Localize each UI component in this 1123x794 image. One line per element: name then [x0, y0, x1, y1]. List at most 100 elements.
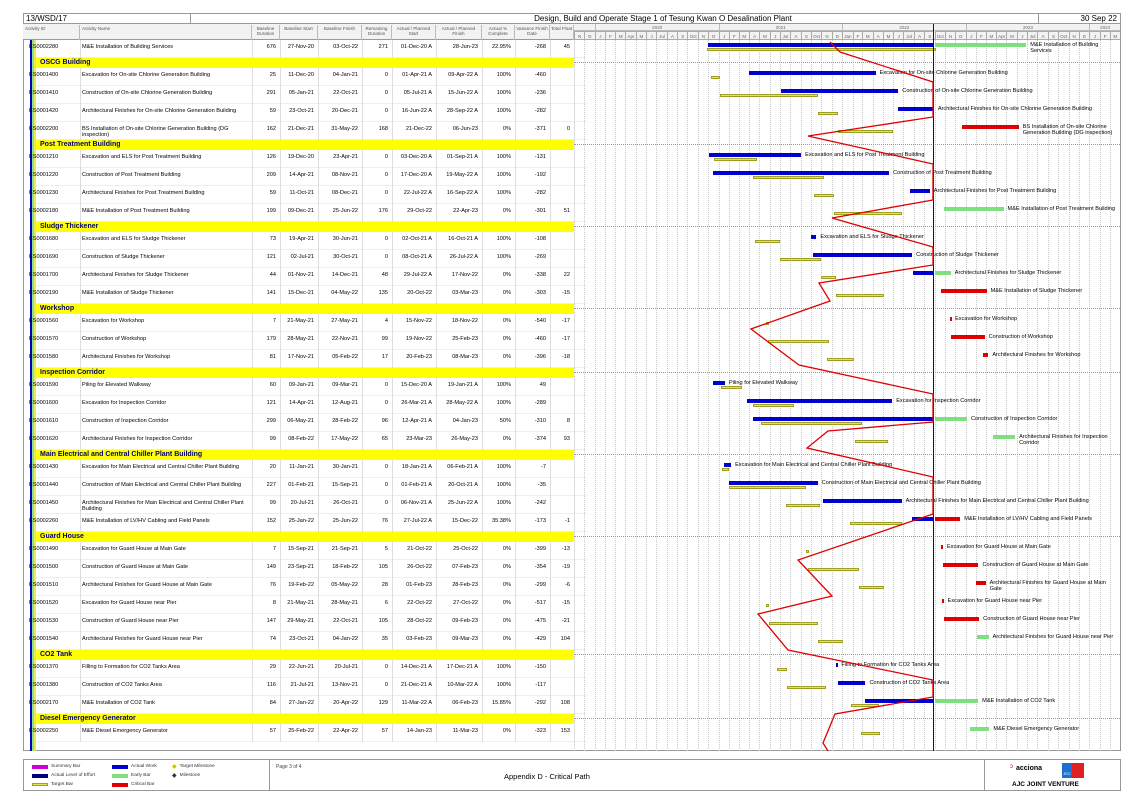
table-row[interactable]: ES0001380 Construction of CO2 Tanks Area 1…: [29, 678, 587, 696]
table-row[interactable]: ES0001570 Construction of Workshop 179 28-M…: [29, 332, 587, 350]
cell-bl-dur: 179: [266, 336, 276, 342]
cell-bl-dur: 149: [266, 564, 276, 570]
column-divider: [482, 560, 483, 578]
table-row[interactable]: ES0001700 Architectural Finishes for Slud…: [29, 268, 587, 286]
column-header-finish[interactable]: Actual / Planned Finish: [436, 25, 482, 40]
cell-rem-dur: 0: [384, 464, 388, 470]
project-code: 13/WSD/17: [26, 14, 67, 23]
table-row[interactable]: ES0001450 Architectural Finishes for Main…: [29, 496, 587, 514]
table-row[interactable]: ES0001400 Excavation for On-site Chlorine…: [29, 68, 587, 86]
cell-rem-dur: 99: [381, 336, 388, 342]
table-row[interactable]: ES0001540 Architectural Finishes for Guar…: [29, 632, 587, 650]
table-row[interactable]: ES0001620 Architectural Finishes for Insp…: [29, 432, 587, 450]
table-row[interactable]: ES0001520 Excavation for Guard House near…: [29, 596, 587, 614]
table-row[interactable]: ES0001590 Piling for Elevated Walkway 60 09…: [29, 378, 587, 396]
column-divider: [392, 268, 393, 286]
column-divider: [574, 204, 575, 222]
actual-work-swatch: [112, 764, 128, 769]
column-header-start[interactable]: Actual / Planned Start: [392, 25, 436, 40]
cell-name: Piling for Elevated Walkway: [82, 382, 151, 388]
cell-rem-dur: 0: [384, 236, 388, 242]
column-header-pct[interactable]: Actual % Complete: [482, 25, 515, 40]
column-divider: [252, 268, 253, 286]
cell-bl-dur: 141: [266, 290, 276, 296]
column-header-rem-dur[interactable]: Remaining Duration: [362, 25, 392, 40]
column-header-name[interactable]: Activity Name: [80, 25, 252, 40]
cell-finish: 06-Feb-21 A: [447, 464, 478, 470]
column-header-bl-dur[interactable]: Baseline Duration: [252, 25, 280, 40]
column-divider: [362, 232, 363, 250]
column-divider: [392, 314, 393, 332]
table-row[interactable]: ES0001690 Construction of Sludge Thickene…: [29, 250, 587, 268]
cell-finish: 17-Dec-21 A: [446, 664, 478, 670]
cell-id: ES0001540: [29, 636, 59, 642]
table-row[interactable]: ES0001370 Filling to Formation for CO2 Ta…: [29, 660, 587, 678]
table-row[interactable]: ES0002250 M&E Diesel Emergency Generator 5…: [29, 724, 587, 742]
column-divider: [362, 286, 363, 304]
year-label: 2021: [718, 24, 843, 31]
table-row[interactable]: ES0001580 Architectural Finishes for Work…: [29, 350, 587, 368]
cell-pct: 0%: [502, 582, 511, 588]
table-row[interactable]: ES0001220 Construction of Post Treatment …: [29, 168, 587, 186]
column-divider: [80, 286, 81, 304]
table-row[interactable]: ES0002170 M&E Installation of CO2 Tank 84 2…: [29, 696, 587, 714]
table-row[interactable]: ES0001610 Construction of Inspection Corr…: [29, 414, 587, 432]
table-row[interactable]: ES0001410 Construction of On-site Chlorin…: [29, 86, 587, 104]
column-divider: [515, 578, 516, 596]
table-row[interactable]: ES0002260 M&E Installation of LV/HV Cabli…: [29, 514, 587, 532]
cell-bl-start: 08-Feb-22: [288, 436, 314, 442]
column-divider: [80, 168, 81, 186]
table-row[interactable]: ES0001210 Excavation and ELS for Post Tre…: [29, 150, 587, 168]
cell-bl-dur: 73: [269, 236, 276, 242]
column-header-bl-finish[interactable]: Baseline Finish: [318, 25, 362, 40]
table-row[interactable]: ES0001430 Excavation for Main Electrical …: [29, 460, 587, 478]
column-header-bl-start[interactable]: Baseline Start: [280, 25, 318, 40]
table-row[interactable]: ES0001510 Architectural Finishes for Guar…: [29, 578, 587, 596]
cell-name: Construction of Inspection Corridor: [82, 418, 169, 424]
cell-bl-dur: 99: [269, 500, 276, 506]
cell-id: ES0001580: [29, 354, 59, 360]
column-divider: [280, 350, 281, 368]
table-row[interactable]: ES0002180 M&E Installation of Post Treatm…: [29, 204, 587, 222]
column-divider: [436, 678, 437, 696]
column-header-tf[interactable]: Total Float: [550, 25, 574, 40]
column-divider: [482, 186, 483, 204]
cell-bl-dur: 227: [266, 482, 276, 488]
column-divider: [318, 614, 319, 632]
table-row[interactable]: ES0001680 Excavation and ELS for Sludge T…: [29, 232, 587, 250]
column-divider: [436, 542, 437, 560]
cell-var: -7: [541, 464, 546, 470]
month-label: Apr: [996, 31, 1007, 40]
cell-bl-start: 11-Jan-21: [289, 464, 314, 470]
cell-finish: 26-Jul-22 A: [449, 254, 478, 260]
table-row[interactable]: ES0001530 Construction of Guard House nea…: [29, 614, 587, 632]
column-divider: [362, 496, 363, 514]
column-header-id[interactable]: Activity ID: [23, 25, 80, 40]
table-row[interactable]: ES0001230 Architectural Finishes for Post…: [29, 186, 587, 204]
column-divider: [436, 378, 437, 396]
column-divider: [482, 596, 483, 614]
table-row[interactable]: ES0001600 Excavation for Inspection Corri…: [29, 396, 587, 414]
column-header-var[interactable]: Variance Finish Date: [515, 25, 550, 40]
column-divider: [392, 122, 393, 140]
column-divider: [318, 68, 319, 86]
cell-start: 18-Jan-21 A: [401, 464, 432, 470]
cell-start: 20-Oct-22: [407, 290, 432, 296]
table-row[interactable]: ES0001560 Excavation for Workshop 7 21-May-…: [29, 314, 587, 332]
table-row[interactable]: ES0002200 BS Installation of On-site Chlo…: [29, 122, 587, 140]
column-divider: [550, 268, 551, 286]
column-divider: [574, 286, 575, 304]
table-row[interactable]: ES0002280 M&E Installation of Building Se…: [29, 40, 587, 58]
table-row[interactable]: ES0001420 Architectural Finishes for On-s…: [29, 104, 587, 122]
table-row[interactable]: ES0001490 Excavation for Guard House at M…: [29, 542, 587, 560]
table-row[interactable]: ES0001440 Construction of Main Electrical…: [29, 478, 587, 496]
column-divider: [252, 314, 253, 332]
column-divider: [318, 696, 319, 714]
column-divider: [482, 314, 483, 332]
page-number: Page 3 of 4: [276, 764, 302, 770]
table-row[interactable]: ES0001500 Construction of Guard House at …: [29, 560, 587, 578]
column-divider: [515, 614, 516, 632]
column-divider: [550, 86, 551, 104]
column-divider: [318, 632, 319, 650]
table-row[interactable]: ES0002190 M&E Installation of Sludge Thic…: [29, 286, 587, 304]
